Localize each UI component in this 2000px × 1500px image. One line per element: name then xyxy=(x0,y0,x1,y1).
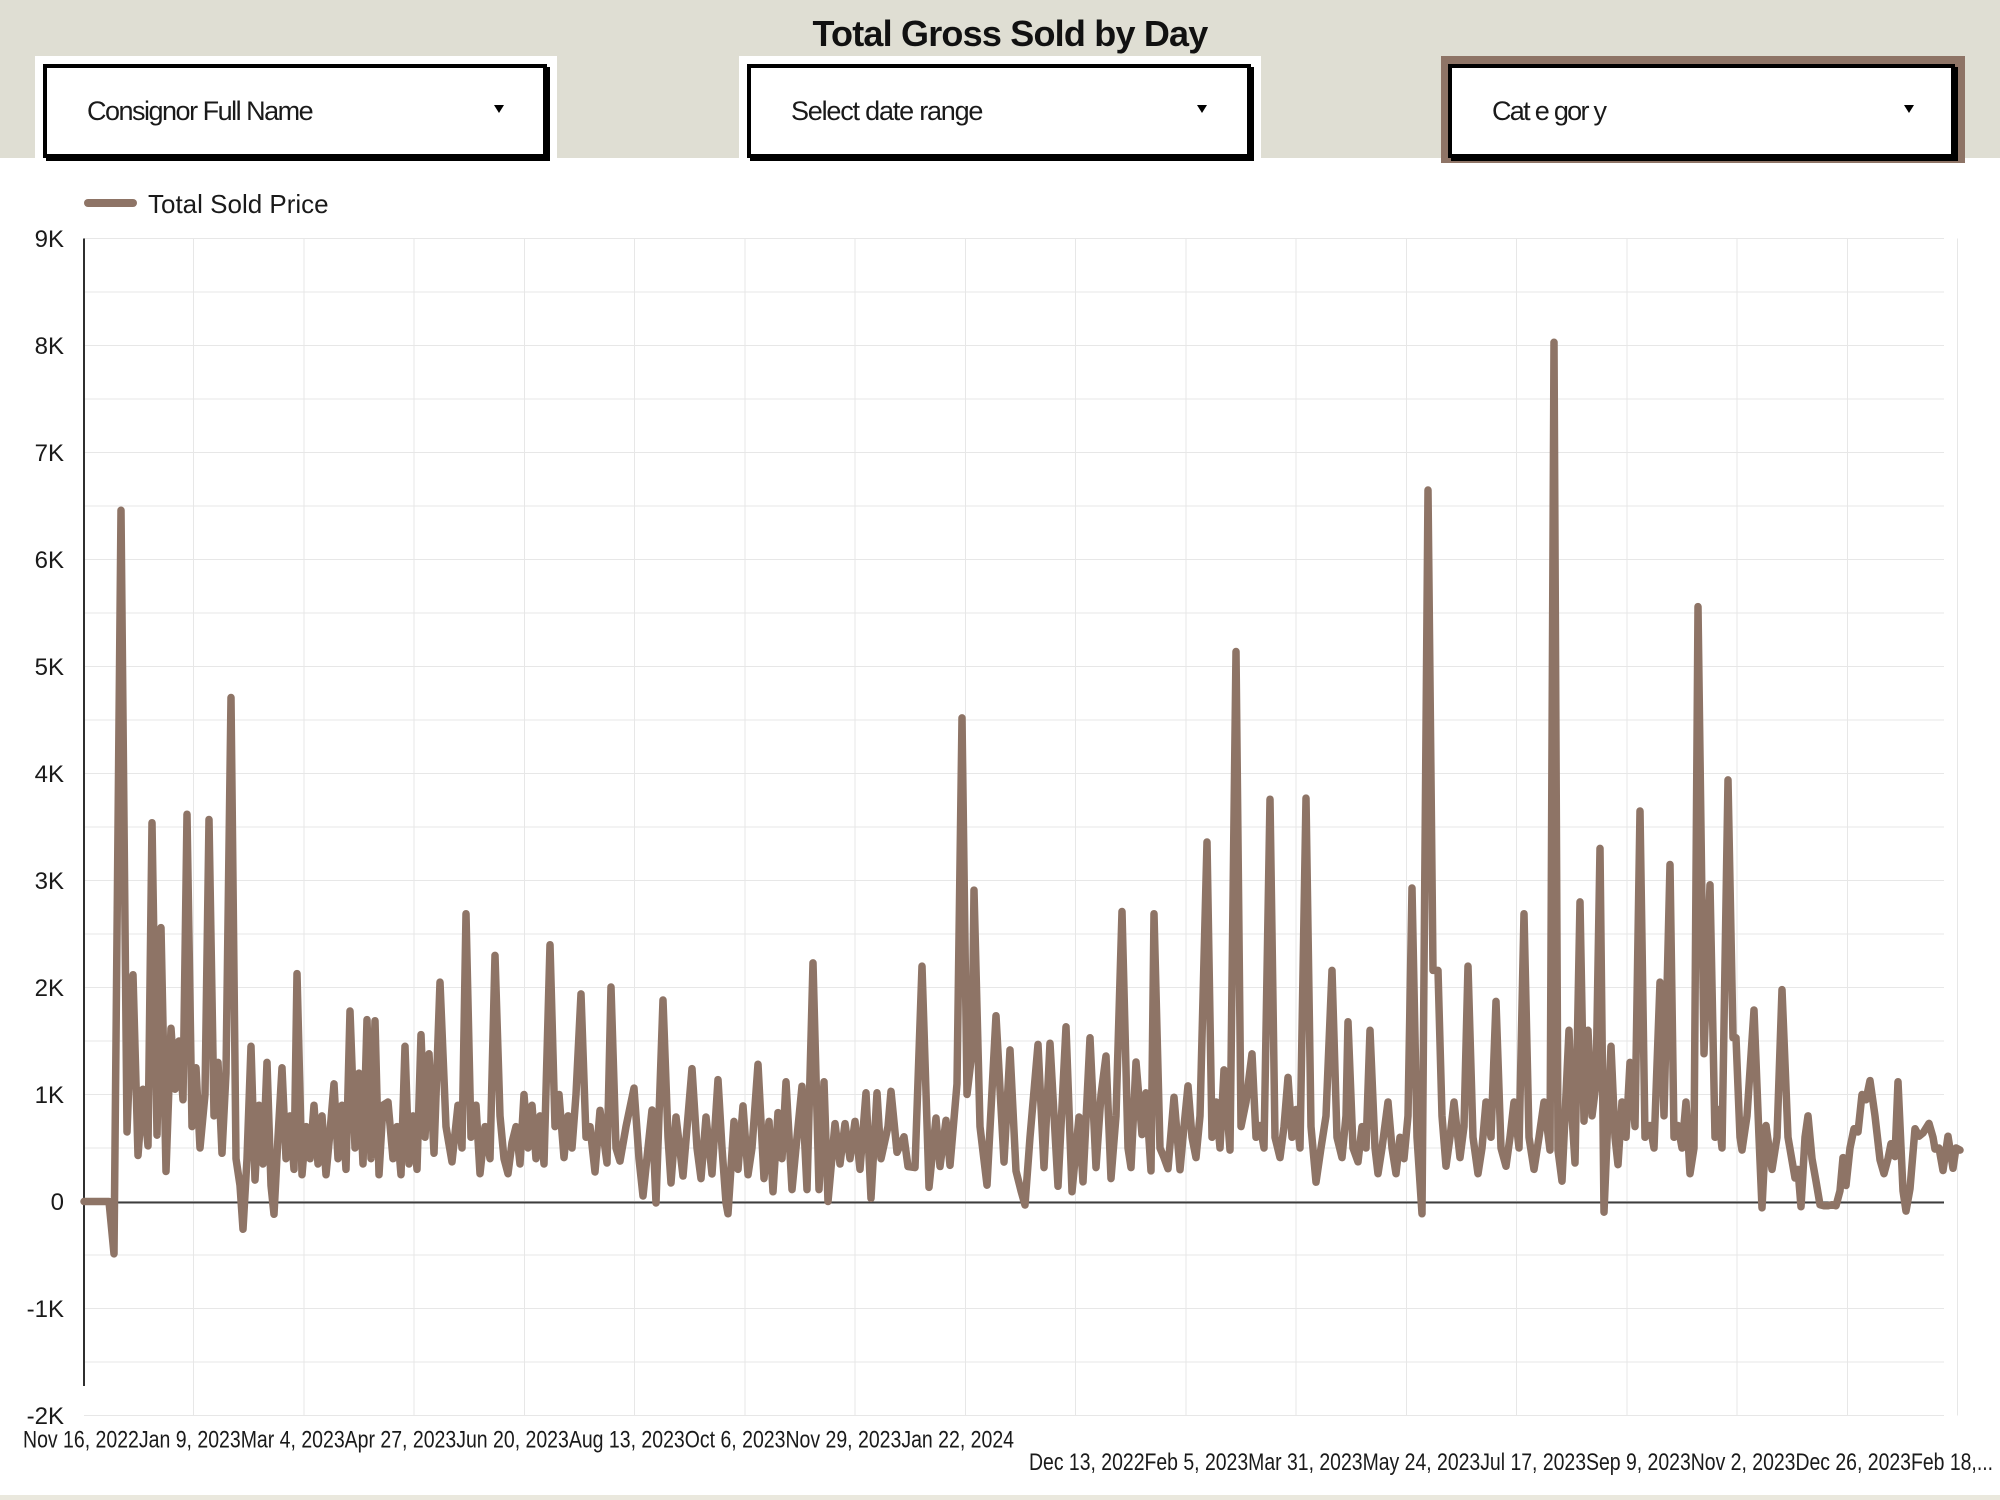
svg-text:7K: 7K xyxy=(35,440,64,467)
svg-text:5K: 5K xyxy=(35,654,64,681)
svg-text:6K: 6K xyxy=(35,547,64,574)
svg-text:-1K: -1K xyxy=(27,1296,64,1323)
svg-text:Dec 13, 2022Feb 5, 2023Mar 31,: Dec 13, 2022Feb 5, 2023Mar 31, 2023May 2… xyxy=(1029,1449,1993,1476)
svg-text:1K: 1K xyxy=(35,1082,64,1109)
svg-text:9K: 9K xyxy=(35,226,64,253)
svg-text:4K: 4K xyxy=(35,761,64,788)
svg-text:2K: 2K xyxy=(35,975,64,1002)
svg-text:0: 0 xyxy=(51,1189,64,1216)
svg-text:3K: 3K xyxy=(35,868,64,895)
svg-text:Total Sold Price: Total Sold Price xyxy=(148,189,329,219)
svg-text:Nov 16, 2022Jan 9, 2023Mar 4,: Nov 16, 2022Jan 9, 2023Mar 4, 2023Apr 27… xyxy=(23,1427,1014,1454)
svg-text:8K: 8K xyxy=(35,333,64,360)
svg-text:-2K: -2K xyxy=(27,1403,64,1430)
